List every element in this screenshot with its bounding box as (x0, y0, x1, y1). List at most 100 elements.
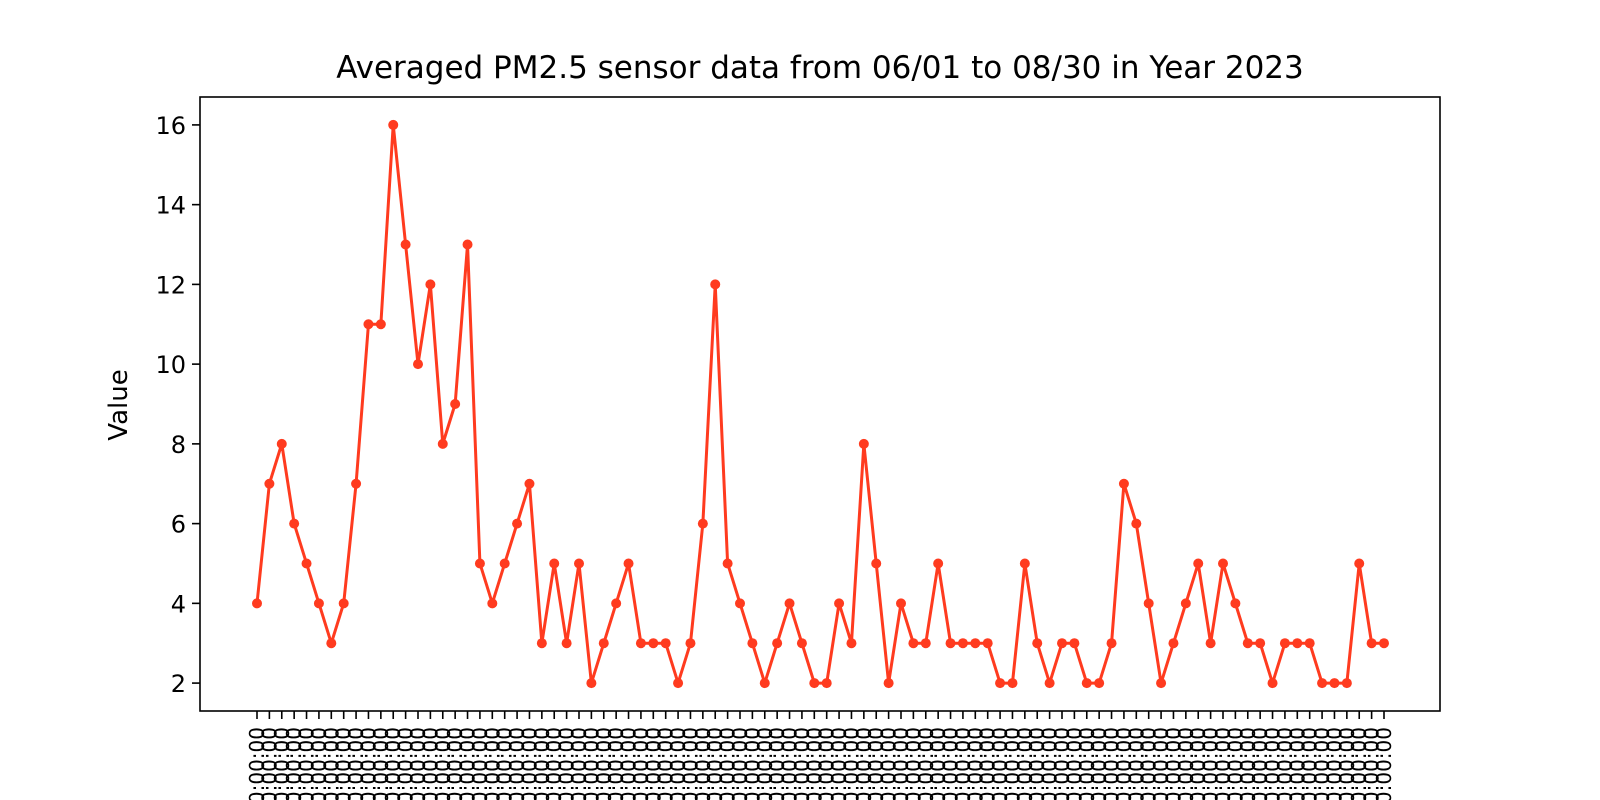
x-tick-label: 0:00:00 (617, 727, 641, 800)
x-tick-label: 0:00:00 (530, 727, 554, 800)
data-point (536, 638, 547, 649)
x-tick-label: 0:00:00 (456, 727, 480, 800)
x-tick-label: 0:00:00 (1038, 727, 1062, 800)
x-tick-label: 0:00:00 (517, 727, 541, 800)
x-tick-label: 0:00:00 (431, 727, 455, 800)
x-tick-label: 0:00:00 (356, 727, 380, 800)
x-tick-label: 0:00:00 (1211, 727, 1235, 800)
x-tick-label: 0:00:00 (765, 727, 789, 800)
x-tick-label: 0:00:00 (369, 727, 393, 800)
x-tick-label: 0:00:00 (1161, 727, 1185, 800)
data-point (809, 678, 820, 689)
data-point (351, 478, 362, 489)
x-tick-label: 0:00:00 (406, 727, 430, 800)
data-point (313, 598, 324, 609)
x-tick-label: 0:00:00 (1347, 727, 1371, 800)
x-tick-label: 0:00:00 (344, 727, 368, 800)
data-point (1317, 678, 1328, 689)
data-point (1304, 638, 1315, 649)
data-point (673, 678, 684, 689)
x-tick-label: 0:00:00 (1137, 727, 1161, 800)
x-tick-label: 0:00:00 (827, 727, 851, 800)
x-tick-label: 0:00:00 (257, 727, 281, 800)
y-tick-label: 6 (171, 511, 186, 539)
data-point (1032, 638, 1043, 649)
y-tick-label: 10 (155, 351, 186, 379)
x-tick-label: 0:00:00 (1087, 727, 1111, 800)
x-tick-label: 0:00:00 (963, 727, 987, 800)
data-point (1329, 678, 1340, 689)
data-point (846, 638, 857, 649)
data-point (1094, 678, 1105, 689)
x-tick-label: 0:00:00 (901, 727, 925, 800)
y-tick-label: 4 (171, 590, 186, 618)
x-tick-label: 0:00:00 (1360, 727, 1384, 800)
x-tick-label: 0:00:00 (716, 727, 740, 800)
x-tick-label: 0:00:00 (1149, 727, 1173, 800)
data-point (264, 478, 275, 489)
data-point (784, 598, 795, 609)
x-tick-label: 0:00:00 (852, 727, 876, 800)
x-tick-label: 0:00:00 (1372, 727, 1396, 800)
x-tick-label: 0:00:00 (245, 727, 269, 800)
x-tick-label: 0:00:00 (740, 727, 764, 800)
data-point (413, 359, 423, 370)
data-point (735, 598, 745, 609)
x-tick-label: 0:00:00 (282, 727, 306, 800)
data-point (710, 279, 721, 290)
data-point (908, 638, 919, 649)
data-point (276, 438, 287, 449)
x-tick-label: 0:00:00 (443, 727, 467, 800)
data-point (363, 319, 374, 330)
y-tick-label: 8 (171, 431, 186, 459)
data-point (1131, 518, 1142, 529)
data-point (1019, 558, 1030, 569)
x-tick-label: 0:00:00 (654, 727, 678, 800)
data-point (1180, 598, 1191, 609)
data-point (400, 239, 411, 250)
y-axis-label: Value (104, 369, 134, 440)
y-tick-label: 12 (155, 271, 186, 299)
x-tick-label: 0:00:00 (1261, 727, 1285, 800)
data-point (586, 678, 597, 689)
x-tick-label: 0:00:00 (1285, 727, 1309, 800)
data-point (623, 558, 634, 569)
x-tick-label: 0:00:00 (939, 727, 963, 800)
x-tick-label: 0:00:00 (753, 727, 777, 800)
x-tick-label: 0:00:00 (1062, 727, 1086, 800)
data-point (1081, 678, 1092, 689)
data-point (1069, 638, 1080, 649)
data-point (1205, 638, 1216, 649)
data-point (301, 558, 312, 569)
data-point (1218, 558, 1228, 569)
data-point (375, 319, 386, 330)
y-tick-label: 2 (171, 670, 186, 698)
x-tick-label: 0:00:00 (728, 727, 752, 800)
series-line (255, 123, 1384, 685)
data-point (1007, 678, 1018, 689)
x-tick-label: 0:00:00 (1112, 727, 1136, 800)
x-tick-label: 0:00:00 (1236, 727, 1260, 800)
data-point (722, 558, 733, 569)
data-point (635, 638, 646, 649)
x-tick-label: 0:00:00 (394, 727, 418, 800)
data-point (933, 558, 944, 569)
data-point (1143, 598, 1154, 609)
data-point (1044, 678, 1055, 689)
data-point (388, 119, 399, 130)
data-point (474, 558, 485, 569)
x-tick-label: 0:00:00 (926, 727, 950, 800)
x-tick-label: 0:00:00 (815, 727, 839, 800)
x-tick-label: 0:00:00 (1075, 727, 1099, 800)
data-series (252, 119, 1389, 689)
x-tick-label: 0:00:00 (678, 727, 702, 800)
x-tick-label: 0:00:00 (579, 727, 603, 800)
x-tick-label: 0:00:00 (778, 727, 802, 800)
x-tick-label: 0:00:00 (418, 727, 442, 800)
plot-frame (199, 96, 1441, 712)
x-tick-label: 0:00:00 (567, 727, 591, 800)
x-tick-label: 0:00:00 (1273, 727, 1297, 800)
data-point (425, 279, 436, 290)
data-point (697, 518, 708, 529)
x-tick-label: 0:00:00 (1298, 727, 1322, 800)
